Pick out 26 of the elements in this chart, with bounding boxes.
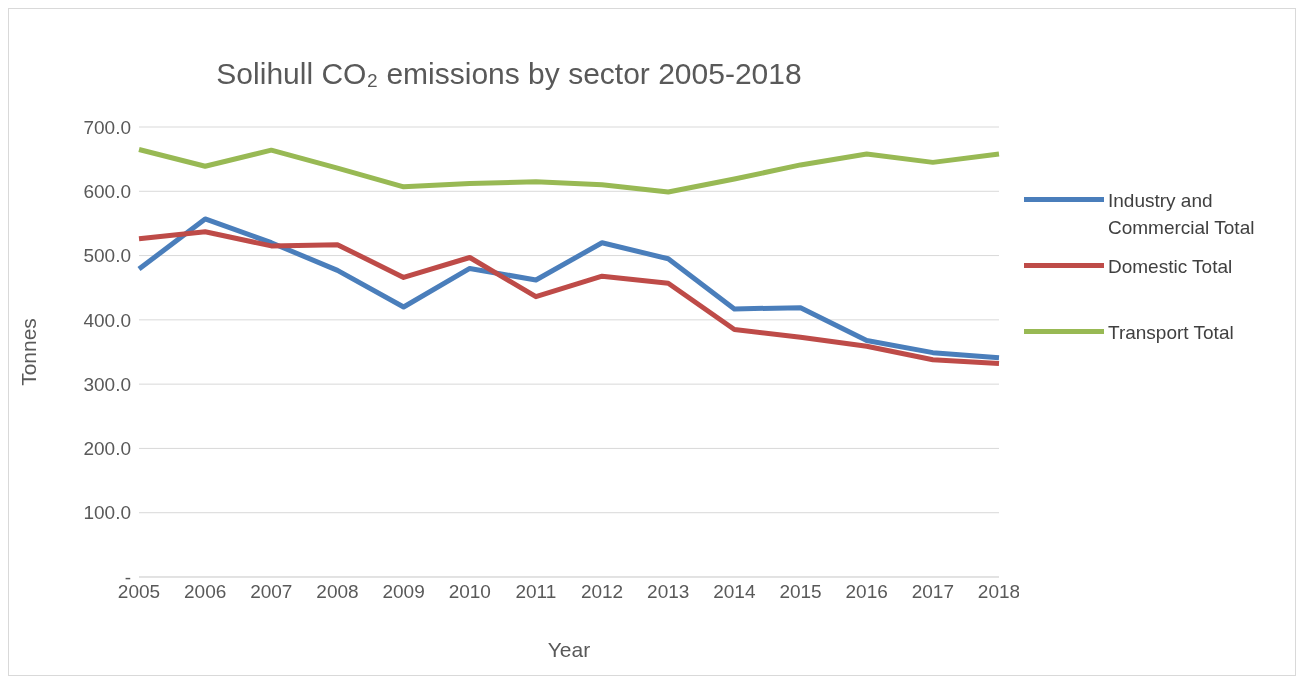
legend-label: Industry and Commercial Total: [1108, 189, 1256, 240]
y-tick-label: 500.0: [83, 245, 131, 267]
y-tick-label: 400.0: [83, 309, 131, 331]
y-axis-title: Tonnes: [17, 318, 41, 386]
y-tick-label: 300.0: [83, 373, 131, 395]
x-tick-label: 2008: [316, 581, 359, 603]
y-tick-label: 200.0: [83, 438, 131, 460]
x-tick-label: 2007: [250, 581, 293, 603]
x-tick-label: 2016: [845, 581, 888, 603]
x-tick-label: 2015: [779, 581, 822, 603]
chart-title: Solihull CO₂ emissions by sector 2005-2018: [215, 57, 803, 91]
x-tick-label: 2009: [382, 581, 425, 603]
y-tick-label: 600.0: [83, 181, 131, 203]
x-tick-label: 2013: [647, 581, 690, 603]
x-tick-label: 2017: [911, 581, 954, 603]
x-tick-label: 2014: [713, 581, 756, 603]
y-tick-label: 700.0: [83, 116, 131, 138]
x-tick-label: 2012: [580, 581, 624, 603]
x-tick-label: 2006: [184, 581, 227, 603]
y-tick-label: 100.0: [83, 502, 131, 524]
legend-label: Transport Total: [1108, 321, 1234, 345]
x-tick-label: 2011: [515, 581, 557, 603]
legend-label: Domestic Total: [1108, 255, 1233, 279]
x-tick-label: 2010: [448, 581, 491, 603]
x-axis-title: Year: [547, 638, 591, 661]
x-tick-label: 2018: [977, 581, 1021, 603]
